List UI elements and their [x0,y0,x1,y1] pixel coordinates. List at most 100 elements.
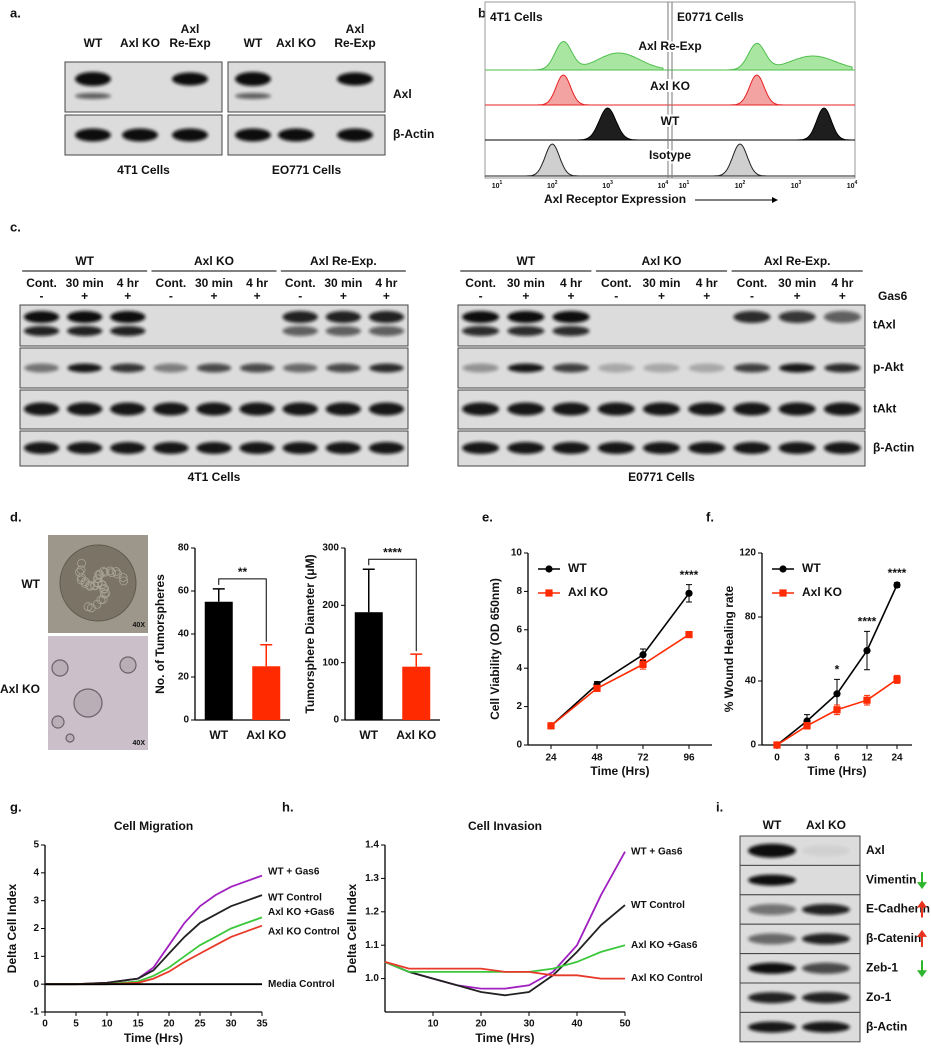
x-tick-label: 10 [427,1019,439,1030]
x-tick-label: 30 [225,1019,237,1030]
treatment-sign: - [479,289,483,303]
y-tick-label: 0 [750,740,756,751]
blot-band [122,128,158,142]
y-tick-label: 4 [516,663,522,674]
panel-label: d. [10,509,22,524]
blot-band [823,442,861,454]
blot-band [282,442,318,454]
histogram [684,74,852,106]
treatment-sign: + [839,289,846,303]
y-tick-label: 1.2 [365,906,379,917]
panel-label: f. [706,509,714,524]
legend-marker [545,589,553,597]
treatment-sign: + [794,289,801,303]
blot-band [802,904,850,915]
chart-title: Cell Migration [114,819,193,833]
panel-label: e. [482,509,493,524]
tick-exp: 4 [665,180,668,186]
blot-band [507,442,545,454]
x-tick-label: 50 [619,1019,631,1030]
blot-band [778,311,816,323]
lane-label: 30 min [324,276,362,290]
tick-exp: 3 [799,180,802,186]
tick-label: 103 [791,180,802,190]
panel-label: g. [10,799,22,814]
legend-label: WT [802,561,821,575]
point [893,581,901,589]
condition-label: Axl Re-Exp. [310,254,377,268]
panel-label: c. [10,219,21,234]
band-label: Vimentin [866,872,916,886]
y-tick-label: 1.1 [365,940,379,951]
legend-label: Axl KO [802,585,842,599]
lane-label: Cont. [465,276,496,290]
band-label: Zeb-1 [866,960,898,974]
legend-label: Axl KO [568,585,608,599]
legend-marker [545,565,553,573]
histogram [684,143,852,177]
blot-caption: 4T1 Cells [117,163,170,177]
blot-caption: E0771 Cells [628,470,695,484]
blot-band [733,442,771,454]
significance-bracket [368,558,417,652]
treatment-sign: - [298,289,302,303]
significance: ** [238,565,248,579]
error-bar [212,588,225,602]
treatment-sign: - [750,289,754,303]
row-label: WT [21,577,40,591]
blot-band [66,311,103,323]
band-label: Axl [393,87,412,101]
bar [354,612,383,720]
blot-band [172,128,208,142]
cell [105,566,115,576]
blot-band [779,363,816,373]
blot-band [748,962,796,974]
blot-caption: EO771 Cells [272,163,342,177]
x-tick-label: WT [359,728,378,742]
blot-band [368,402,405,416]
lane-label: Cont. [737,276,768,290]
blot-band [282,311,318,323]
x-tick-label: 20 [475,1019,487,1030]
tick-label: 101 [492,180,503,190]
blot-band [110,363,146,373]
y-tick-label: 120 [739,548,756,559]
blot-band [66,402,103,416]
lane-label: Axl KO [120,36,160,50]
treatment-sign: + [658,289,665,303]
tick-exp: 4 [855,180,858,186]
x-axis-label: Time (Hrs) [807,764,866,778]
blot-band [462,402,500,416]
x-tick-label: 40 [571,1019,583,1030]
sphere [73,688,103,718]
x-tick-label: 30 [523,1019,535,1030]
blot-band [597,442,635,454]
significance: **** [888,566,907,580]
histogram [684,42,853,71]
blot-band [235,128,271,142]
series-line [45,894,263,986]
tick-base: 10 [658,183,666,190]
blot-band [326,363,361,373]
blot-band [823,311,861,323]
y-tick-label: 8 [516,586,522,597]
tick-exp: 1 [500,180,503,186]
significance: * [835,663,840,677]
y-axis-label: Delta Cell Index [345,884,359,974]
y-tick-label: 1 [33,951,39,962]
blot-band [239,442,275,454]
sphere [119,656,137,674]
histogram [497,107,663,141]
tick-base: 10 [679,183,687,190]
panel-label: i. [716,799,723,814]
x-tick-label: 72 [637,753,649,764]
treatment-sign: + [254,289,261,303]
blot-band [196,402,232,416]
x-tick-label: 25 [194,1019,206,1030]
blot-band [282,402,318,416]
y-tick-label: 4 [33,867,39,878]
cell [95,570,105,580]
significance: **** [858,615,877,629]
x-axis-label: Time (Hrs) [124,1031,183,1045]
blot-band [75,93,111,99]
